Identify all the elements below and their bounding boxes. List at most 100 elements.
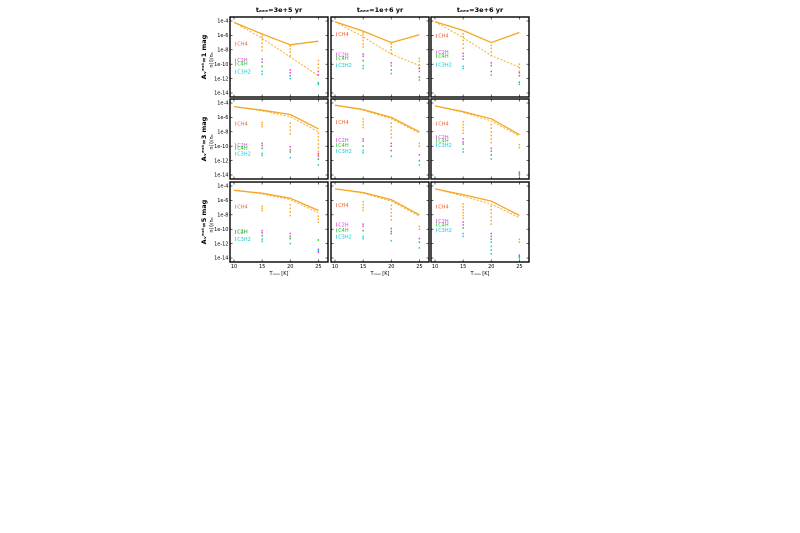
data-point-c3h2 <box>490 241 492 243</box>
data-point-c2h <box>362 138 364 140</box>
y-axis-label: n(i)/nₕ <box>209 52 215 67</box>
y-axis-label: n(i)/nₕ <box>209 134 215 149</box>
y-tick-label: 1e-12 <box>214 158 228 164</box>
x-tick-label: 10 <box>432 264 438 270</box>
data-point-c3h2 <box>462 65 464 68</box>
data-point-ch4 <box>317 143 320 145</box>
data-point-c3h2 <box>261 152 263 155</box>
data-point-c4h <box>462 226 464 229</box>
data-point-ch4 <box>390 204 392 207</box>
data-point-c4h <box>518 81 521 83</box>
data-point-ch4 <box>261 125 263 128</box>
data-point-ch4 <box>261 38 263 41</box>
data-point-ch4 <box>362 36 364 39</box>
data-point-ch4 <box>462 33 464 35</box>
data-point-c4h <box>362 59 364 62</box>
data-point-c4h <box>418 241 421 243</box>
data-point-ch4 <box>261 123 263 126</box>
x-tick-label: 20 <box>388 264 394 270</box>
ch4-dashed-line <box>334 188 420 217</box>
panel-grid: 1e-41e-61e-81e-101e-121e-14CH4C2HC4HC3H2… <box>214 16 530 270</box>
data-point-c2h <box>289 69 291 71</box>
data-point-c2h <box>362 223 364 225</box>
species-label-c4h: C4H <box>438 139 449 145</box>
data-point-ch4 <box>490 131 492 133</box>
y-tick-label: 1e-4 <box>217 184 228 190</box>
y-tick-label: 1e-14 <box>214 256 228 262</box>
y-tick-label: 1e-12 <box>214 241 228 247</box>
species-label-c2h: C2H <box>338 222 349 228</box>
data-point-ch4 <box>261 209 263 212</box>
species-label-c3h2: C3H2 <box>237 237 251 243</box>
data-point-c2h <box>390 230 392 233</box>
panel-frame <box>229 181 329 263</box>
data-point-ch4 <box>390 49 392 51</box>
species-label-c4h: C4H <box>438 54 449 60</box>
data-point-c3h2 <box>261 240 263 243</box>
row-label: Aᵥᵉˣᵗ=5 mag <box>200 199 208 244</box>
panel-frame <box>330 16 430 98</box>
data-point-ch4 <box>289 122 291 124</box>
data-point-ch4 <box>462 206 464 208</box>
data-point-c4h <box>490 238 492 241</box>
ch4-solid-line <box>334 21 420 44</box>
data-point-c2h <box>462 55 464 58</box>
ch4-dashed-line <box>233 22 319 77</box>
data-point-c2h <box>317 251 320 254</box>
data-point-ch4 <box>317 59 320 62</box>
data-point-ch4 <box>390 122 392 124</box>
data-point-ch4 <box>462 123 464 126</box>
species-label-c3h2: C3H2 <box>237 152 251 158</box>
data-point-c3h2 <box>418 164 421 166</box>
species-label-ch4: CH4 <box>237 121 247 127</box>
data-point-c3h2 <box>462 151 464 153</box>
data-point-ch4 <box>490 219 492 222</box>
data-point-c3h2 <box>289 77 291 80</box>
data-point-ch4 <box>289 54 291 57</box>
data-point-ch4 <box>390 43 392 45</box>
data-point-c2h <box>518 254 521 256</box>
species-label-c2h: C2H <box>237 230 248 236</box>
data-point-c4h <box>317 239 320 241</box>
y-tick-label: 1e-14 <box>214 173 228 179</box>
x-axis-label: Tₘᵤₙ [K] <box>370 271 390 277</box>
data-point-ch4 <box>490 47 492 50</box>
data-point-c3h2 <box>490 74 492 76</box>
x-axis-label: Tₘᵤₙ [K] <box>470 271 490 277</box>
data-point-ch4 <box>462 120 464 123</box>
data-point-c2h <box>490 64 492 67</box>
data-point-ch4 <box>317 221 320 223</box>
data-point-ch4 <box>418 142 421 145</box>
data-point-c2h <box>261 61 263 63</box>
data-point-c2h <box>462 52 464 55</box>
data-point-ch4 <box>490 141 492 144</box>
x-tick-label: 15 <box>259 264 265 270</box>
data-point-c2h <box>261 229 263 232</box>
ch4-solid-line <box>334 104 420 133</box>
data-point-ch4 <box>490 205 492 207</box>
data-point-ch4 <box>518 146 521 149</box>
species-label-c2h: C2H <box>237 58 248 64</box>
data-point-c3h2 <box>289 156 291 159</box>
data-point-c2h <box>317 152 320 155</box>
data-point-ch4 <box>362 43 364 45</box>
data-point-c4h <box>261 234 263 237</box>
data-point-ch4 <box>362 39 364 42</box>
data-point-ch4 <box>362 120 364 123</box>
panel-frame <box>430 16 530 98</box>
data-point-c2h <box>362 53 364 55</box>
panel-frame <box>330 181 430 263</box>
data-point-ch4 <box>518 241 521 243</box>
data-point-ch4 <box>462 36 464 38</box>
data-point-ch4 <box>390 125 392 128</box>
ch4-dashed-line <box>233 106 319 133</box>
data-point-ch4 <box>362 33 364 36</box>
species-label-ch4: CH4 <box>438 121 448 127</box>
data-point-c4h <box>390 69 392 71</box>
species-label-c4h: C4H <box>237 146 248 152</box>
data-point-c2h <box>362 140 364 142</box>
data-point-c3h2 <box>362 237 364 240</box>
panel-frame <box>430 181 530 263</box>
data-point-ch4 <box>362 46 364 48</box>
